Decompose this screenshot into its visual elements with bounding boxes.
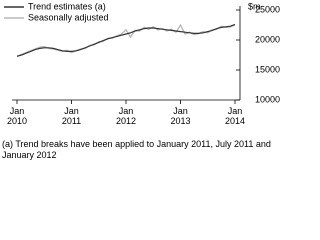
x-tick-label: Jan 2012 bbox=[115, 106, 137, 126]
x-tick-label: Jan 2010 bbox=[6, 106, 28, 126]
x-tick-label: Jan 2013 bbox=[170, 106, 191, 126]
series-line bbox=[16, 23, 236, 57]
series-line bbox=[16, 23, 236, 58]
chart: $m 10000 15000 20000 25000 Trend estimates (… bbox=[4, 1, 280, 104]
legend-label: Seasonally adjusted bbox=[28, 12, 109, 22]
y-tick-label: 10000 bbox=[255, 94, 280, 104]
y-tick-label: 25000 bbox=[255, 4, 280, 14]
legend-label: Trend estimates (a) bbox=[28, 1, 106, 11]
x-tick-label: Jan 2014 bbox=[224, 106, 246, 126]
y-tick-label: 15000 bbox=[255, 64, 280, 74]
x-tick-label: Jan 2011 bbox=[61, 106, 82, 126]
y-axis-label: $m bbox=[248, 1, 261, 11]
footnote: (a) Trend breaks have been applied to Ja… bbox=[2, 139, 271, 160]
y-tick-label: 20000 bbox=[255, 34, 280, 44]
page: $m 10000 15000 20000 25000 Trend estimates (… bbox=[2, 1, 280, 160]
